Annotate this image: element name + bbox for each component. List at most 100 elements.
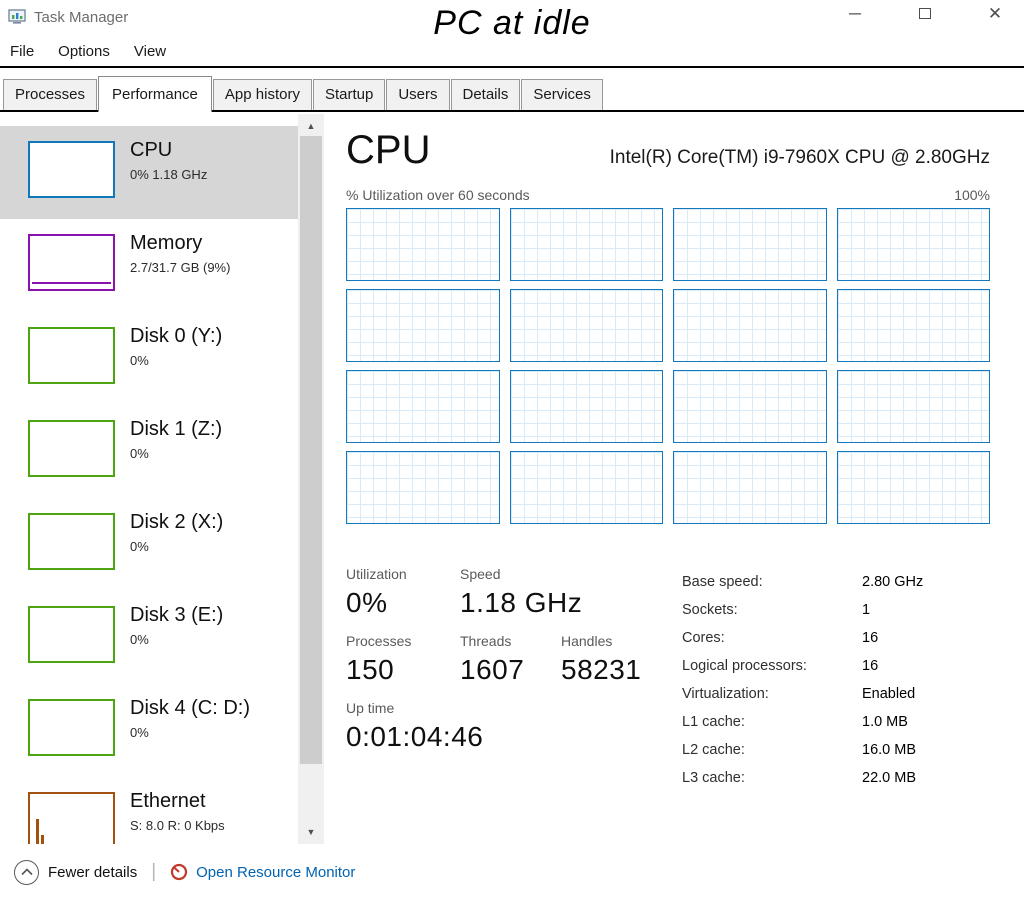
tab-startup[interactable]: Startup [312, 79, 386, 110]
disk4-mini-graph [28, 699, 115, 756]
performance-content: CPU 0% 1.18 GHz Memory 2.7/31.7 GB (9%) … [0, 114, 1024, 844]
scroll-up-icon[interactable]: ▲ [306, 121, 316, 131]
cpu-core-graph [836, 289, 990, 362]
sidebar-item-detail: 0% [130, 725, 149, 740]
speed-label: Speed [460, 566, 501, 582]
footer-divider: | [151, 861, 157, 882]
tab-services[interactable]: Services [521, 79, 603, 110]
sidebar-item-detail: 0% [130, 353, 149, 368]
minimize-icon[interactable]: ─ [848, 4, 862, 23]
disk2-mini-graph [28, 513, 115, 570]
cpu-core-graph [346, 370, 500, 443]
cpu-stats: Utilization 0% Speed 1.18 GHz Processes … [346, 566, 658, 792]
cpu-panel: CPU Intel(R) Core(TM) i9-7960X CPU @ 2.8… [346, 128, 990, 792]
threads-label: Threads [460, 633, 512, 649]
menu-bar: File Options View [0, 36, 1024, 68]
cpu-core-graph [673, 370, 827, 443]
open-resource-monitor-label: Open Resource Monitor [196, 863, 356, 881]
sidebar-item-disk1[interactable]: Disk 1 (Z:) 0% [0, 405, 298, 498]
cpu-core-graph [836, 451, 990, 524]
cpu-core-graph [836, 208, 990, 281]
detail-row: Logical processors: 16 [682, 658, 879, 674]
cpu-core-graph [673, 208, 827, 281]
sidebar-item-detail: 2.7/31.7 GB (9%) [130, 260, 231, 275]
sidebar-item-disk2[interactable]: Disk 2 (X:) 0% [0, 498, 298, 591]
tab-details[interactable]: Details [450, 79, 521, 110]
cpu-core-graph [509, 451, 663, 524]
uptime-value: 0:01:04:46 [346, 721, 484, 752]
sidebar-item-detail: 0% 1.18 GHz [130, 167, 208, 182]
sidebar-item-label: Ethernet [130, 790, 206, 812]
sidebar-item-label: Disk 2 (X:) [130, 511, 224, 533]
window-title: Task Manager [34, 8, 129, 26]
handles-value: 58231 [561, 654, 642, 685]
cpu-core-graph [673, 289, 827, 362]
sidebar-item-ethernet[interactable]: Ethernet S: 8.0 R: 0 Kbps [0, 777, 298, 844]
menu-file[interactable]: File [10, 42, 35, 60]
cpu-core-graph [346, 451, 500, 524]
menu-view[interactable]: View [133, 42, 167, 60]
close-icon[interactable]: ✕ [987, 4, 1003, 23]
sidebar-scrollbar[interactable]: ▲ ▼ [298, 114, 324, 844]
disk3-mini-graph [28, 606, 115, 663]
cpu-model-name: Intel(R) Core(TM) i9-7960X CPU @ 2.80GHz [609, 147, 990, 168]
detail-row: Virtualization: Enabled [682, 686, 916, 702]
cpu-core-graph [673, 451, 827, 524]
sidebar-item-label: Disk 0 (Y:) [130, 325, 223, 347]
scroll-down-icon[interactable]: ▼ [306, 827, 316, 837]
detail-row: Cores: 16 [682, 630, 879, 646]
detail-row: L2 cache: 16.0 MB [682, 742, 916, 758]
detail-row: Sockets: 1 [682, 602, 871, 618]
footer-bar: Fewer details | Open Resource Monitor [0, 844, 1024, 900]
disk0-mini-graph [28, 327, 115, 384]
utilization-value: 0% [346, 587, 388, 618]
ethernet-traffic-spike [36, 819, 39, 844]
sidebar-item-disk0[interactable]: Disk 0 (Y:) 0% [0, 312, 298, 405]
open-resource-monitor-link[interactable]: Open Resource Monitor [170, 863, 355, 881]
processes-label: Processes [346, 633, 412, 649]
tab-users[interactable]: Users [386, 79, 450, 110]
cpu-core-graph [509, 289, 663, 362]
tab-processes[interactable]: Processes [3, 79, 98, 110]
tab-performance[interactable]: Performance [98, 76, 212, 112]
cpu-core-graph [509, 370, 663, 443]
scrollbar-thumb[interactable] [300, 136, 322, 764]
sidebar-item-label: CPU [130, 139, 173, 161]
title-bar: Task Manager PC at idle ─ ✕ [0, 0, 1024, 42]
utilization-axis-label: % Utilization over 60 seconds [346, 187, 530, 203]
sidebar-item-disk4[interactable]: Disk 4 (C: D:) 0% [0, 684, 298, 777]
resource-monitor-icon [171, 863, 188, 881]
utilization-max-label: 100% [954, 187, 990, 203]
sidebar-item-label: Disk 3 (E:) [130, 604, 224, 626]
sidebar-item-disk3[interactable]: Disk 3 (E:) 0% [0, 591, 298, 684]
fewer-details-label: Fewer details [48, 863, 138, 881]
sidebar-item-label: Disk 4 (C: D:) [130, 697, 250, 719]
cpu-core-graph [836, 370, 990, 443]
cpu-core-graph [346, 208, 500, 281]
menu-options[interactable]: Options [58, 42, 110, 60]
handles-label: Handles [561, 633, 613, 649]
cpu-core-graph [346, 289, 500, 362]
sidebar-item-label: Disk 1 (Z:) [130, 418, 223, 440]
performance-sidebar: CPU 0% 1.18 GHz Memory 2.7/31.7 GB (9%) … [0, 114, 298, 844]
uptime-label: Up time [346, 700, 395, 716]
disk1-mini-graph [28, 420, 115, 477]
sidebar-item-memory[interactable]: Memory 2.7/31.7 GB (9%) [0, 219, 298, 312]
fewer-details-button[interactable]: Fewer details [14, 859, 138, 885]
chevron-up-icon [14, 859, 39, 885]
sidebar-item-detail: 0% [130, 539, 149, 554]
cpu-core-graph [509, 208, 663, 281]
sidebar-item-cpu[interactable]: CPU 0% 1.18 GHz [0, 126, 298, 219]
utilization-label: Utilization [346, 566, 407, 582]
ethernet-mini-graph [28, 792, 115, 844]
detail-row: Base speed: 2.80 GHz [682, 574, 924, 590]
sidebar-item-detail: 0% [130, 446, 149, 461]
maximize-icon[interactable] [914, 4, 936, 24]
tab-app-history[interactable]: App history [212, 79, 312, 110]
ethernet-traffic-spike [41, 835, 44, 844]
memory-usage-line [32, 282, 111, 284]
sidebar-item-label: Memory [130, 232, 203, 254]
logical-processor-graphs [346, 208, 990, 524]
task-manager-app-icon [8, 9, 26, 24]
